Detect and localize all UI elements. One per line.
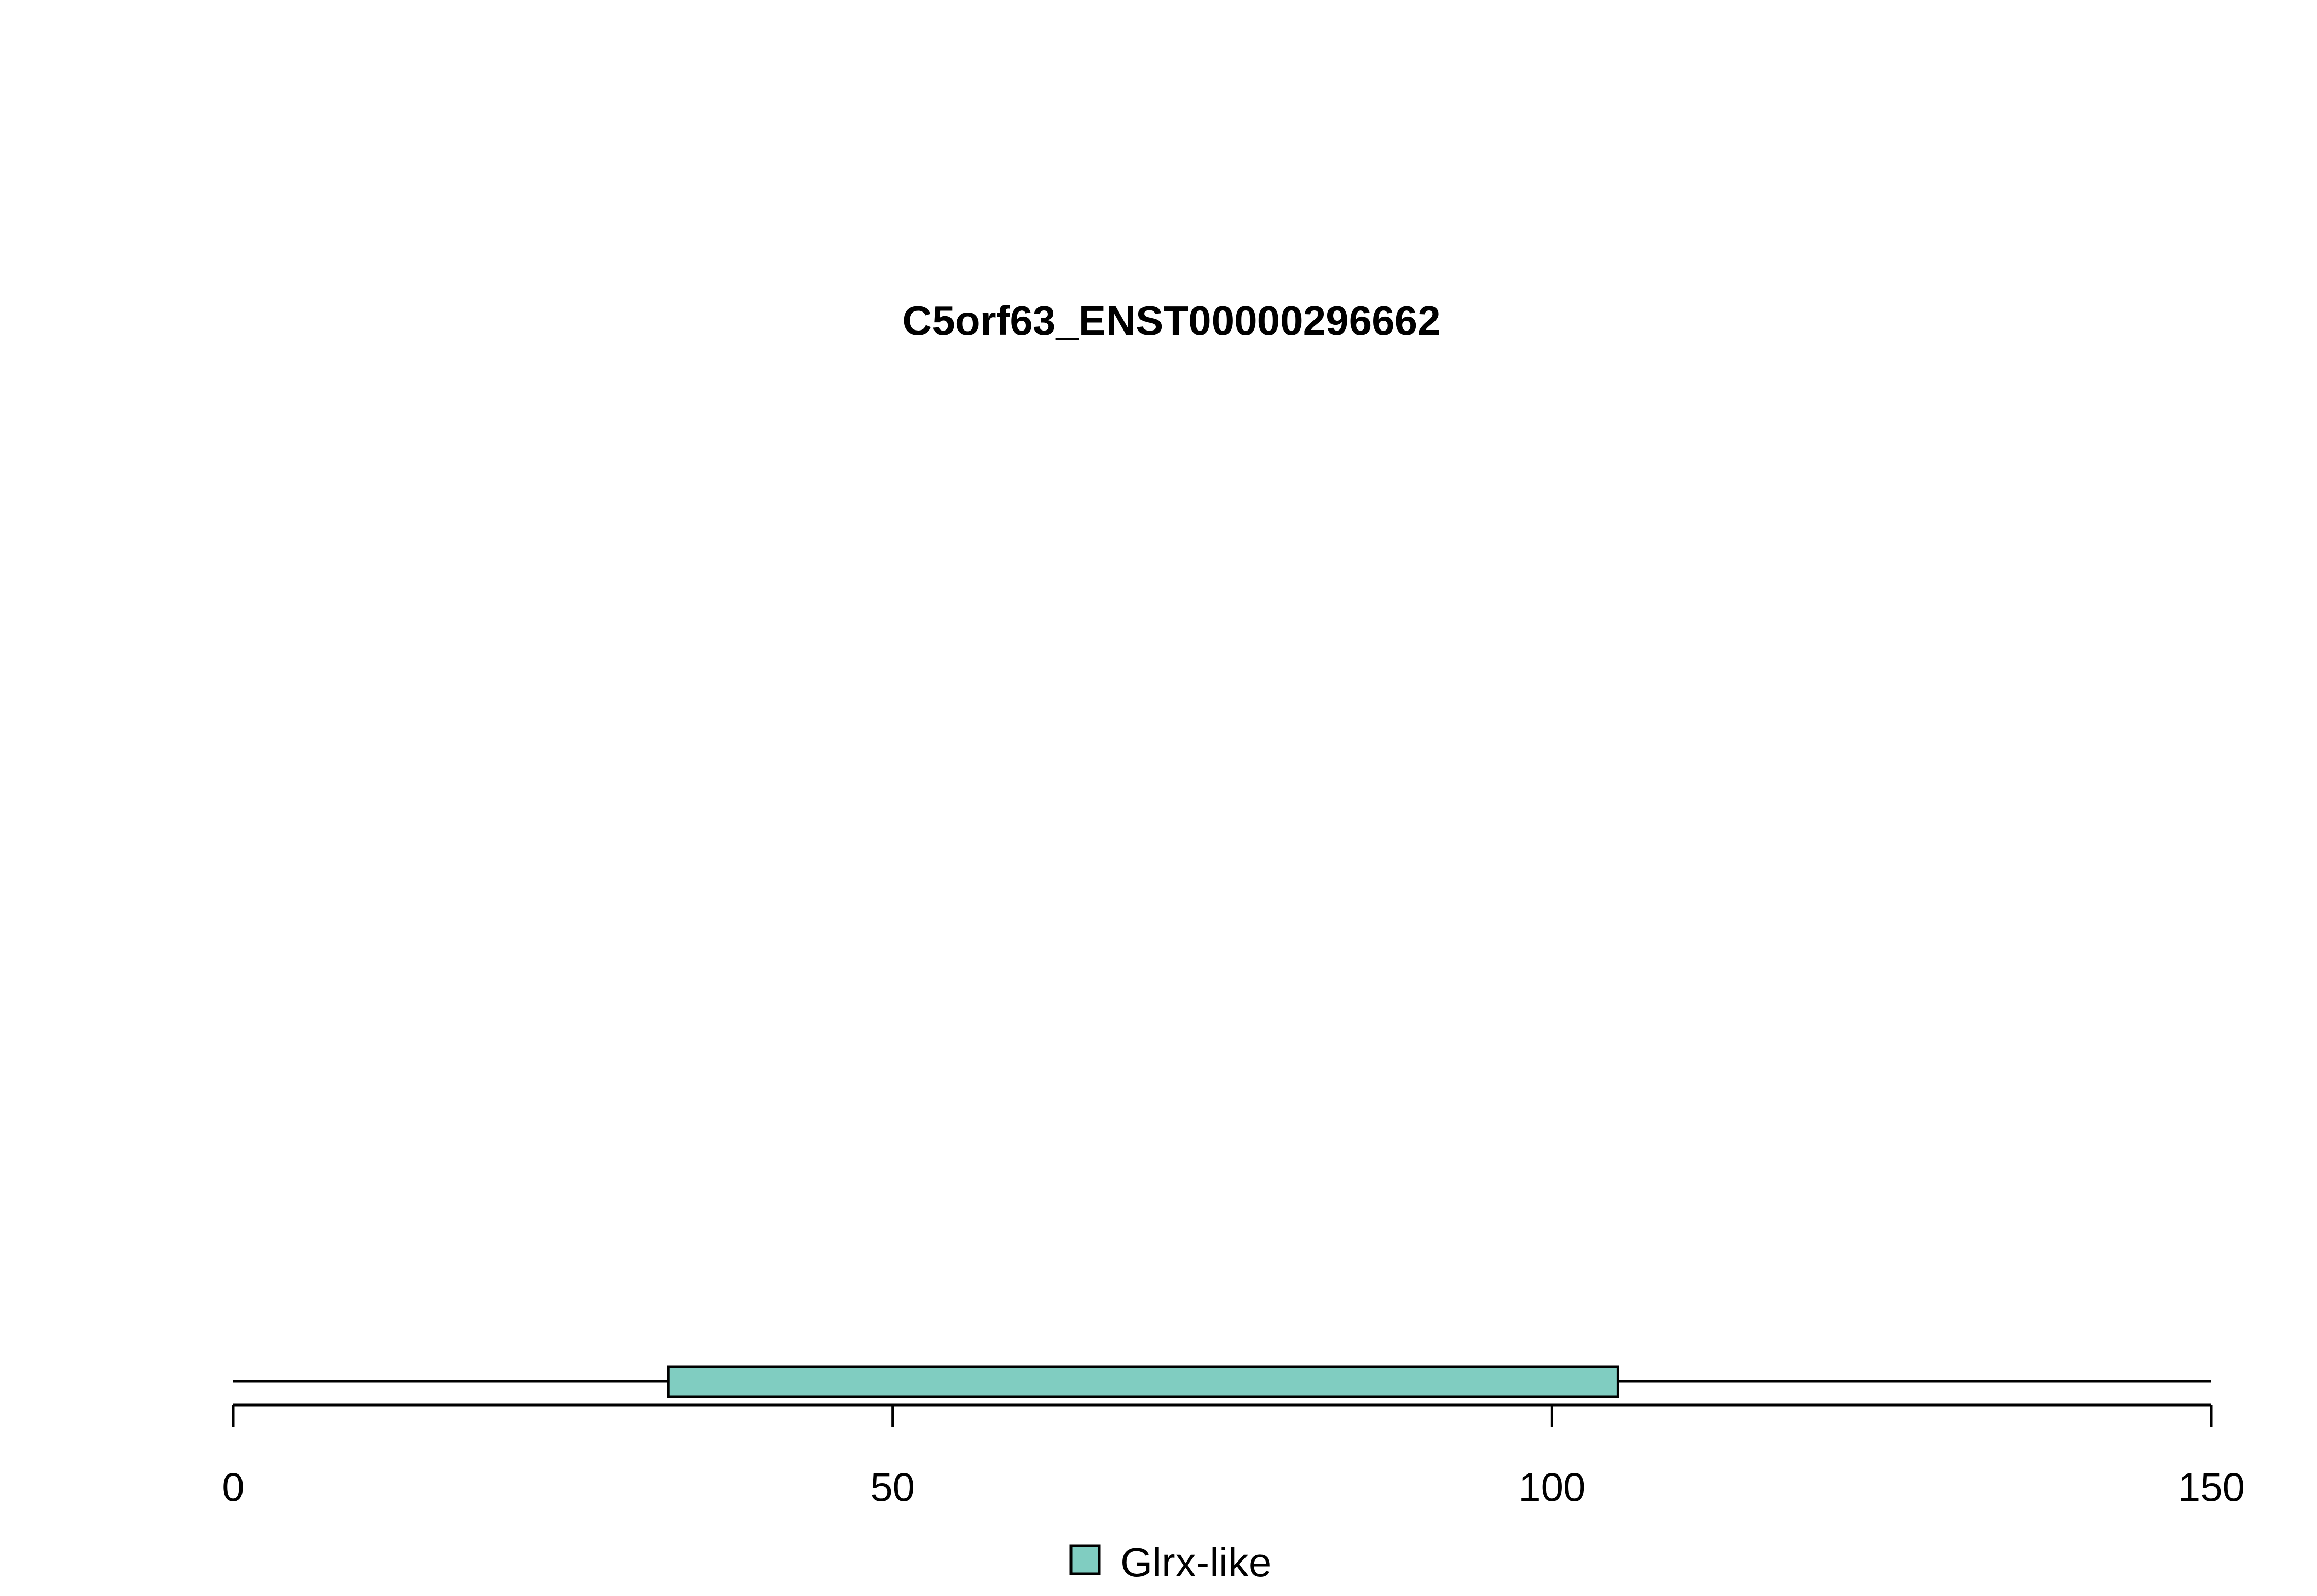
legend-label: Glrx-like [1120,1539,1271,1585]
x-tick-label: 50 [870,1464,915,1510]
x-tick-label: 100 [1518,1464,1585,1510]
legend-swatch [1069,1544,1101,1575]
domains [667,1365,1619,1398]
x-tick-label: 0 [222,1464,244,1510]
chart-title: C5orf63_ENST00000296662 [902,298,1440,343]
domain-glrx-like [667,1365,1619,1398]
x-tick-label: 150 [2178,1464,2245,1510]
legend: Glrx-like [1069,1539,1271,1585]
x-axis-ticks: 0 50 100 150 [222,1405,2245,1510]
